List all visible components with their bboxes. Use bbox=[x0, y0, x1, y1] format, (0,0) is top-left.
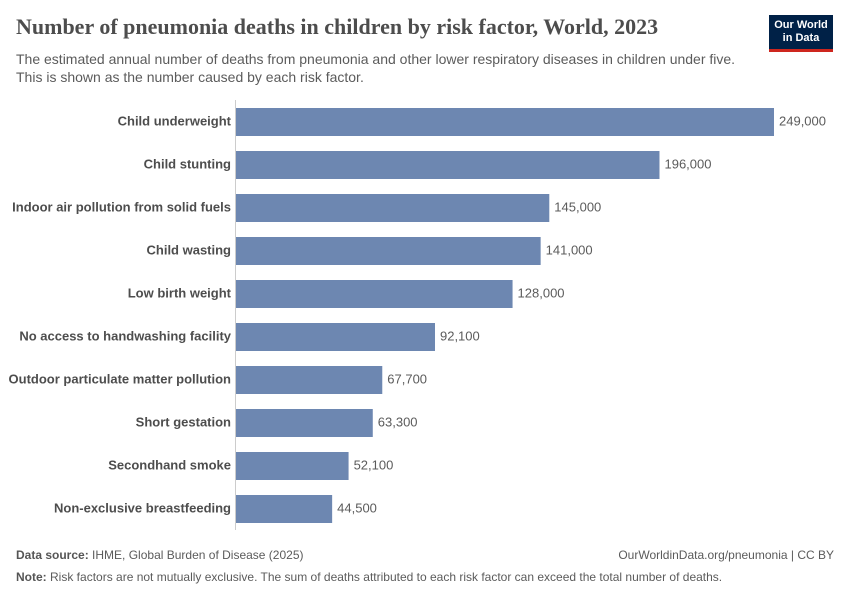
category-label: Child underweight bbox=[118, 113, 232, 128]
category-label: Short gestation bbox=[136, 414, 231, 429]
source-text: IHME, Global Burden of Disease (2025) bbox=[92, 548, 304, 562]
bar bbox=[236, 280, 513, 308]
bar bbox=[236, 366, 383, 394]
value-label: 63,300 bbox=[378, 414, 418, 429]
logo[interactable]: Our World in Data bbox=[769, 15, 833, 52]
bar bbox=[236, 495, 333, 523]
category-label: Outdoor particulate matter pollution bbox=[9, 371, 232, 386]
value-label: 145,000 bbox=[554, 199, 601, 214]
value-label: 92,100 bbox=[440, 328, 480, 343]
note: Note: Risk factors are not mutually excl… bbox=[16, 570, 722, 584]
note-text: Risk factors are not mutually exclusive.… bbox=[50, 570, 723, 584]
chart-subtitle: The estimated annual number of deaths fr… bbox=[16, 51, 736, 85]
category-label: Secondhand smoke bbox=[108, 457, 231, 472]
bar bbox=[236, 237, 541, 265]
value-label: 196,000 bbox=[664, 156, 711, 171]
category-label: No access to handwashing facility bbox=[19, 328, 231, 343]
source-label: Data source: bbox=[16, 548, 89, 562]
value-label: 249,000 bbox=[779, 113, 826, 128]
value-label: 44,500 bbox=[337, 500, 377, 515]
category-label: Child wasting bbox=[147, 242, 232, 257]
logo-text: in Data bbox=[782, 32, 820, 44]
chart-title: Number of pneumonia deaths in children b… bbox=[16, 14, 659, 39]
chart: Child underweight 249,000 Child stunting 19… bbox=[9, 100, 826, 530]
url[interactable]: OurWorldinData.org/pneumonia | CC BY bbox=[618, 548, 834, 562]
category-label: Child stunting bbox=[144, 156, 231, 171]
logo-text: Our World bbox=[774, 19, 828, 31]
bar bbox=[236, 108, 774, 136]
source: Data source: IHME, Global Burden of Dise… bbox=[16, 548, 303, 562]
category-label: Non-exclusive breastfeeding bbox=[54, 500, 231, 515]
value-label: 128,000 bbox=[518, 285, 565, 300]
value-label: 52,100 bbox=[354, 457, 394, 472]
bar bbox=[236, 409, 373, 437]
value-label: 67,700 bbox=[387, 371, 427, 386]
bar bbox=[236, 323, 435, 351]
category-label: Indoor air pollution from solid fuels bbox=[12, 199, 231, 214]
value-label: 141,000 bbox=[546, 242, 593, 257]
bar bbox=[236, 452, 349, 480]
category-label: Low birth weight bbox=[128, 285, 232, 300]
bar bbox=[236, 194, 550, 222]
bar bbox=[236, 151, 660, 179]
note-label: Note: bbox=[16, 570, 47, 584]
